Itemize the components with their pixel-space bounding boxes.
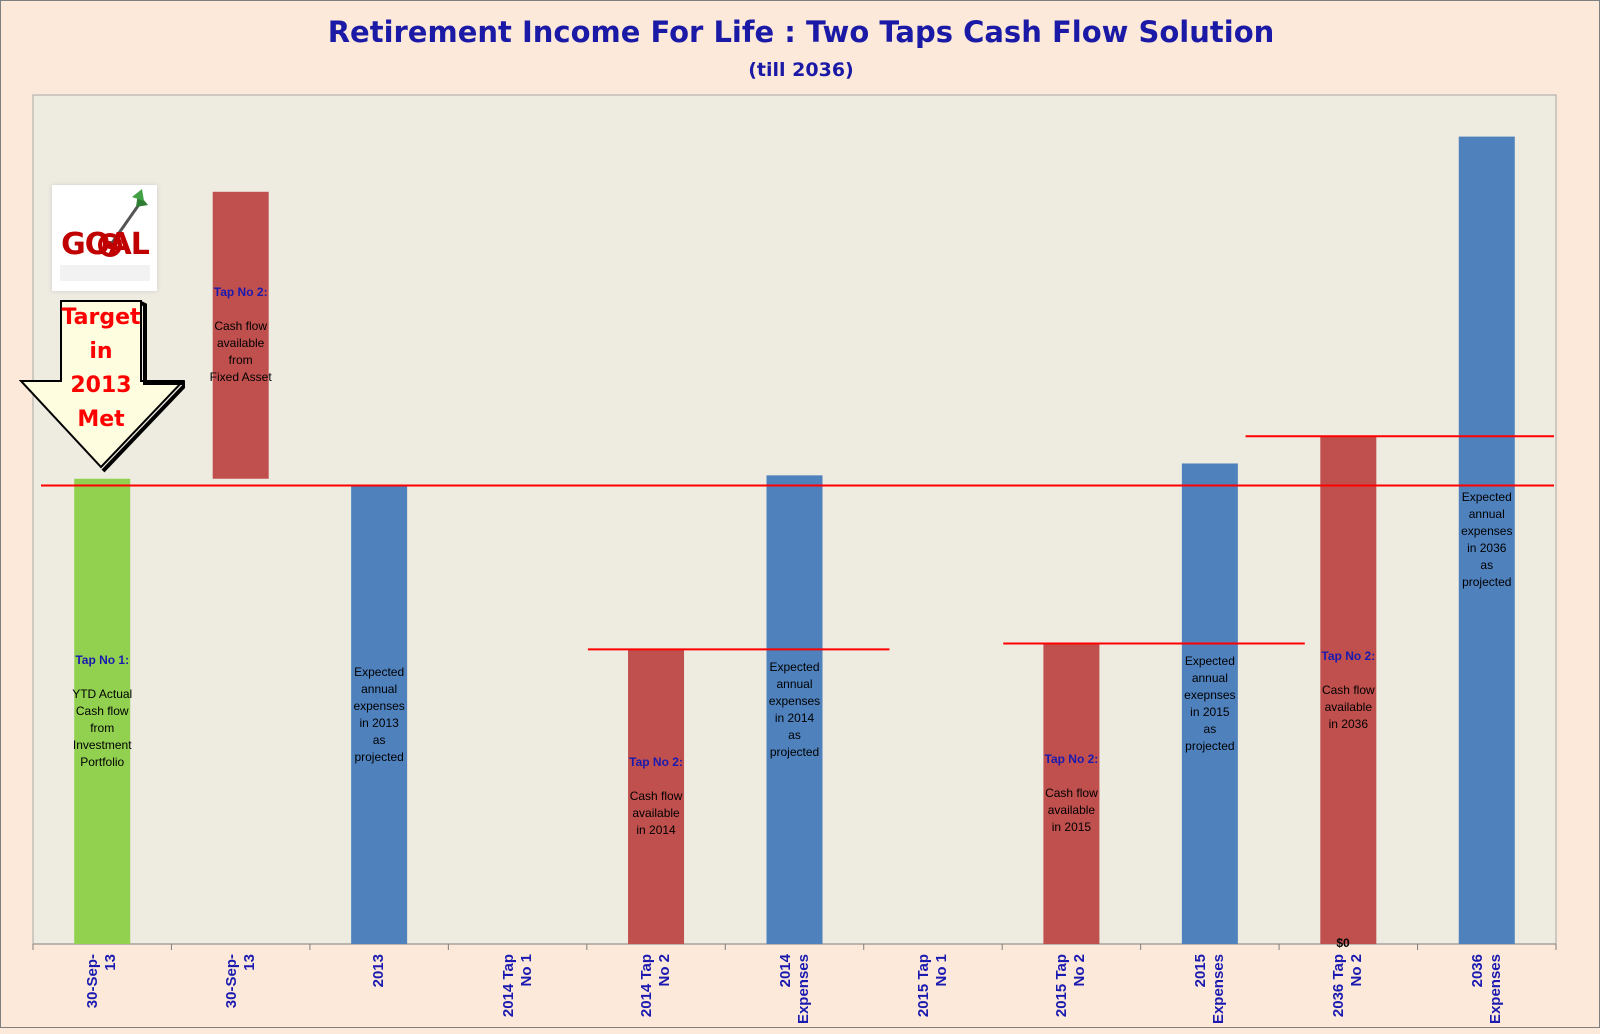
- x-tick-label: 30-Sep- 13: [222, 954, 258, 1009]
- bar-data-label: Expected annual expenses in 2036 as proj…: [1442, 489, 1532, 591]
- y-tick-label: $0: [1336, 936, 1350, 950]
- bar-data-label: Expected annual expenses in 2014 as proj…: [750, 659, 840, 761]
- bar-tap-label: Tap No 2:: [629, 755, 683, 770]
- goal-target-arrow-icon: [60, 189, 150, 281]
- x-tick-label: 2015 Tap No 2: [1053, 954, 1089, 1018]
- bar: [212, 191, 269, 479]
- bar-data-label: Tap No 2: Cash flow available in 2014: [611, 754, 701, 839]
- bar: [351, 485, 408, 944]
- bar-data-label: Tap No 2: Cash flow available in 2036: [1303, 648, 1393, 733]
- x-tick-label: 2014 Tap No 2: [638, 954, 674, 1018]
- x-tick-label: 2036 Expenses: [1468, 954, 1504, 1025]
- bar: [74, 478, 131, 944]
- bar: [1043, 643, 1100, 944]
- bar-data-label: Expected annual expenses in 2013 as proj…: [334, 664, 424, 766]
- bar-description: Expected annual expenses in 2014 as proj…: [768, 659, 821, 759]
- bar-description: YTD Actual Cash flow from Investment Por…: [72, 686, 133, 769]
- bar: [1458, 136, 1515, 944]
- x-tick-label: 2015 Expenses: [1191, 954, 1227, 1025]
- x-tick-label: 2014 Expenses: [776, 954, 812, 1025]
- bar-data-label: Tap No 2: Cash flow available in 2015: [1026, 751, 1116, 836]
- x-tick-label: 2013: [370, 954, 388, 988]
- bar-description: Expected annual exepnses in 2015 as proj…: [1184, 653, 1236, 753]
- bar-description: Cash flow available in 2014: [629, 789, 683, 838]
- bar-tap-label: Tap No 2:: [213, 285, 268, 300]
- x-tick-label: 30-Sep- 13: [84, 954, 120, 1009]
- bar: [766, 475, 823, 944]
- goal-text: GOAL: [61, 227, 150, 262]
- callout-text: Target in 2013 Met: [61, 305, 141, 432]
- bar-description: Expected annual expenses in 2036 as proj…: [1461, 490, 1513, 590]
- bar: [628, 649, 685, 944]
- bar: [1181, 463, 1238, 944]
- bar-data-label: Tap No 2: Cash flow available from Fixed …: [196, 284, 286, 386]
- bar-description: Cash flow available in 2015: [1045, 786, 1098, 835]
- down-arrow-callout-icon: [18, 300, 185, 473]
- bar: [1320, 436, 1377, 944]
- goal-badge: GOAL: [52, 185, 157, 291]
- bar-description: Expected annual expenses in 2013 as proj…: [353, 664, 405, 764]
- bar-tap-label: Tap No 1:: [75, 652, 130, 667]
- x-tick-label: 2014 Tap No 1: [499, 954, 535, 1018]
- bar-tap-label: Tap No 2:: [1321, 648, 1376, 663]
- bar-description: Cash flow available from Fixed Asset: [209, 319, 272, 385]
- bar-tap-label: Tap No 2:: [1044, 752, 1099, 767]
- chart-title: Retirement Income For Life : Two Taps Ca…: [327, 15, 1275, 49]
- bar-description: Cash flow available in 2036: [1321, 682, 1375, 731]
- bar-data-label: Tap No 1: YTD Actual Cash flow from Inves…: [57, 652, 147, 771]
- chart-subtitle: (till 2036): [748, 59, 854, 81]
- x-tick-label: 2015 Tap No 1: [914, 954, 950, 1018]
- x-tick-label: 2036 Tap No 2: [1330, 954, 1366, 1018]
- bar-data-label: Expected annual exepnses in 2015 as proj…: [1165, 653, 1255, 755]
